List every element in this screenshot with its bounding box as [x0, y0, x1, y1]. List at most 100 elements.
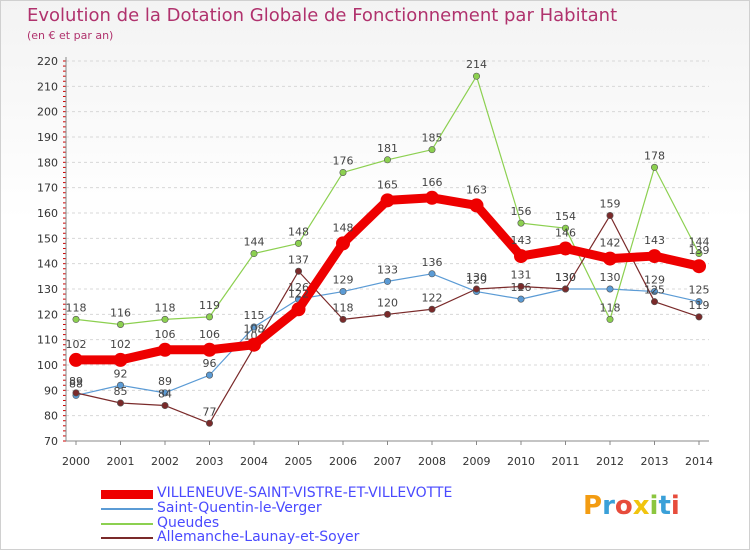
data-point — [291, 302, 306, 317]
proxiti-logo: Proxiti — [583, 491, 680, 521]
x-tick-label: 2012 — [596, 455, 624, 468]
data-point — [517, 295, 525, 303]
data-label: 88 — [69, 377, 83, 390]
data-point — [336, 236, 350, 251]
x-tick-label: 2010 — [507, 455, 535, 468]
y-tick-label: 170 — [37, 182, 58, 195]
data-label: 119 — [689, 299, 710, 312]
data-label: 106 — [155, 328, 176, 341]
data-label: 146 — [555, 226, 576, 239]
data-point — [380, 193, 395, 208]
data-point — [472, 285, 480, 293]
data-point — [294, 267, 302, 275]
data-label: 154 — [555, 210, 576, 223]
data-point — [113, 352, 128, 367]
data-label: 159 — [600, 198, 621, 211]
data-label: 115 — [244, 309, 265, 322]
x-tick-label: 2014 — [685, 455, 713, 468]
data-label: 116 — [110, 306, 131, 319]
y-tick-label: 200 — [37, 106, 58, 119]
data-label: 122 — [422, 291, 443, 304]
data-point — [72, 389, 80, 397]
y-tick-label: 210 — [37, 80, 58, 93]
data-point — [603, 251, 617, 266]
data-label: 77 — [203, 405, 217, 418]
x-tick-label: 2011 — [552, 455, 580, 468]
data-label: 144 — [689, 236, 710, 249]
logo-letter: o — [614, 491, 633, 521]
y-tick-label: 80 — [44, 410, 58, 423]
legend-label: Allemanche-Launay-et-Soyer — [157, 529, 360, 545]
data-point — [339, 168, 347, 176]
data-label: 92 — [114, 367, 128, 380]
y-tick-label: 190 — [37, 131, 58, 144]
data-point — [469, 198, 484, 213]
logo-letter: i — [670, 491, 680, 521]
data-point — [161, 389, 169, 397]
data-label: 96 — [203, 357, 217, 370]
data-point — [692, 259, 706, 274]
data-label: 102 — [110, 338, 131, 351]
data-label: 185 — [422, 132, 443, 145]
data-label: 131 — [511, 268, 532, 281]
data-label: 118 — [66, 301, 87, 314]
data-label: 118 — [155, 301, 176, 314]
data-label: 130 — [555, 271, 576, 284]
legend-label: Saint-Quentin-le-Verger — [157, 500, 322, 516]
data-label: 130 — [466, 271, 487, 284]
data-point — [428, 270, 436, 278]
data-label: 144 — [244, 236, 265, 249]
x-tick-label: 2004 — [240, 455, 268, 468]
data-point — [206, 313, 214, 321]
data-label: 156 — [511, 205, 532, 218]
data-point — [650, 163, 658, 171]
data-point — [561, 285, 569, 293]
data-point — [428, 305, 436, 313]
data-point — [383, 277, 391, 285]
data-point — [606, 285, 614, 293]
data-label: 129 — [333, 274, 354, 287]
data-point — [161, 315, 169, 323]
y-tick-label: 220 — [37, 55, 58, 68]
data-point — [650, 288, 658, 296]
data-point — [158, 342, 172, 357]
y-tick-label: 130 — [37, 283, 58, 296]
data-label: 118 — [333, 301, 354, 314]
data-point — [472, 72, 480, 80]
data-point — [117, 320, 125, 328]
data-label: 125 — [689, 284, 710, 297]
data-point — [250, 250, 258, 258]
data-label: 129 — [644, 274, 665, 287]
data-label: 142 — [600, 237, 621, 250]
data-label: 122 — [288, 287, 309, 300]
data-label: 106 — [199, 328, 220, 341]
data-point — [650, 298, 658, 306]
legend-swatch — [101, 489, 153, 499]
x-tick-label: 2007 — [374, 455, 402, 468]
data-point — [606, 315, 614, 323]
data-point — [202, 342, 217, 357]
logo-letter: t — [658, 491, 671, 521]
data-point — [247, 337, 261, 352]
data-point — [517, 219, 525, 227]
data-point — [425, 190, 439, 205]
data-point — [647, 249, 662, 264]
data-point — [206, 371, 214, 379]
data-label: 143 — [644, 234, 665, 247]
data-point — [69, 352, 83, 367]
data-point — [117, 381, 125, 389]
y-tick-label: 140 — [37, 258, 58, 271]
legend-label: Queudes — [157, 515, 220, 531]
data-point — [161, 402, 169, 410]
logo-letter: r — [602, 491, 615, 521]
x-tick-label: 2002 — [151, 455, 179, 468]
data-point — [206, 419, 214, 427]
data-point — [339, 288, 347, 296]
data-point — [561, 224, 569, 232]
y-tick-label: 180 — [37, 156, 58, 169]
x-tick-label: 2005 — [285, 455, 313, 468]
data-label: 176 — [333, 154, 354, 167]
x-tick-label: 2000 — [62, 455, 90, 468]
data-label: 137 — [288, 253, 309, 266]
